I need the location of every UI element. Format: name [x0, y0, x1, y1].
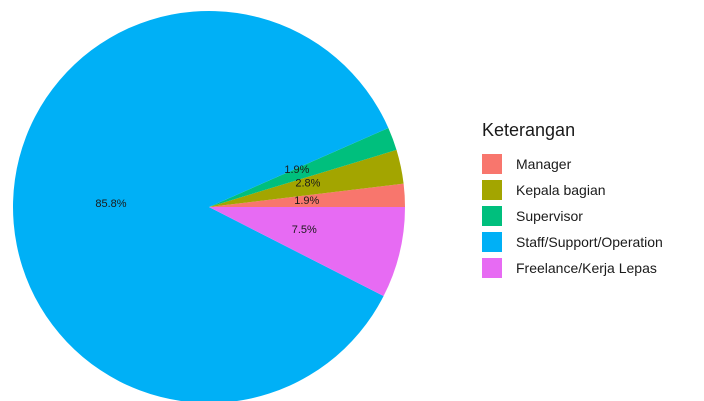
pie-label-supervisor: 1.9%	[284, 164, 309, 176]
pie-slice-supervisor	[209, 127, 397, 207]
legend-item-staff-support-operation: Staff/Support/Operation	[482, 229, 663, 255]
pie-slice-manager	[209, 183, 405, 207]
legend-label: Freelance/Kerja Lepas	[516, 260, 657, 276]
legend: Keterangan Manager Kepala bagian Superviso…	[482, 120, 663, 281]
legend-swatch	[482, 180, 502, 200]
legend-label: Staff/Support/Operation	[516, 234, 663, 250]
pie-label-freelance-kerja-lepas: 7.5%	[292, 224, 317, 236]
legend-items: Manager Kepala bagian Supervisor Staff/Supp…	[482, 151, 663, 281]
legend-item-freelance-kerja-lepas: Freelance/Kerja Lepas	[482, 255, 663, 281]
pie-slice-kepala-bagian	[209, 149, 404, 207]
legend-label: Kepala bagian	[516, 182, 606, 198]
pie-slice-staff-support-operation	[12, 11, 389, 401]
legend-item-supervisor: Supervisor	[482, 203, 663, 229]
legend-swatch	[482, 154, 502, 174]
pie-label-staff-support-operation: 85.8%	[95, 198, 126, 210]
legend-item-manager: Manager	[482, 151, 663, 177]
legend-label: Supervisor	[516, 208, 583, 224]
legend-swatch	[482, 232, 502, 252]
pie-slice-freelance-kerja-lepas	[209, 207, 405, 297]
pie-label-kepala-bagian: 2.8%	[295, 178, 320, 190]
pie-labels: 1.9% 2.8% 1.9% 85.8% 7.5%	[95, 164, 320, 236]
pie-slices	[12, 11, 405, 401]
legend-swatch	[482, 258, 502, 278]
legend-label: Manager	[516, 156, 572, 172]
legend-title: Keterangan	[482, 120, 576, 140]
pie-label-manager: 1.9%	[294, 195, 319, 207]
legend-swatch	[482, 206, 502, 226]
legend-item-kepala-bagian: Kepala bagian	[482, 177, 663, 203]
